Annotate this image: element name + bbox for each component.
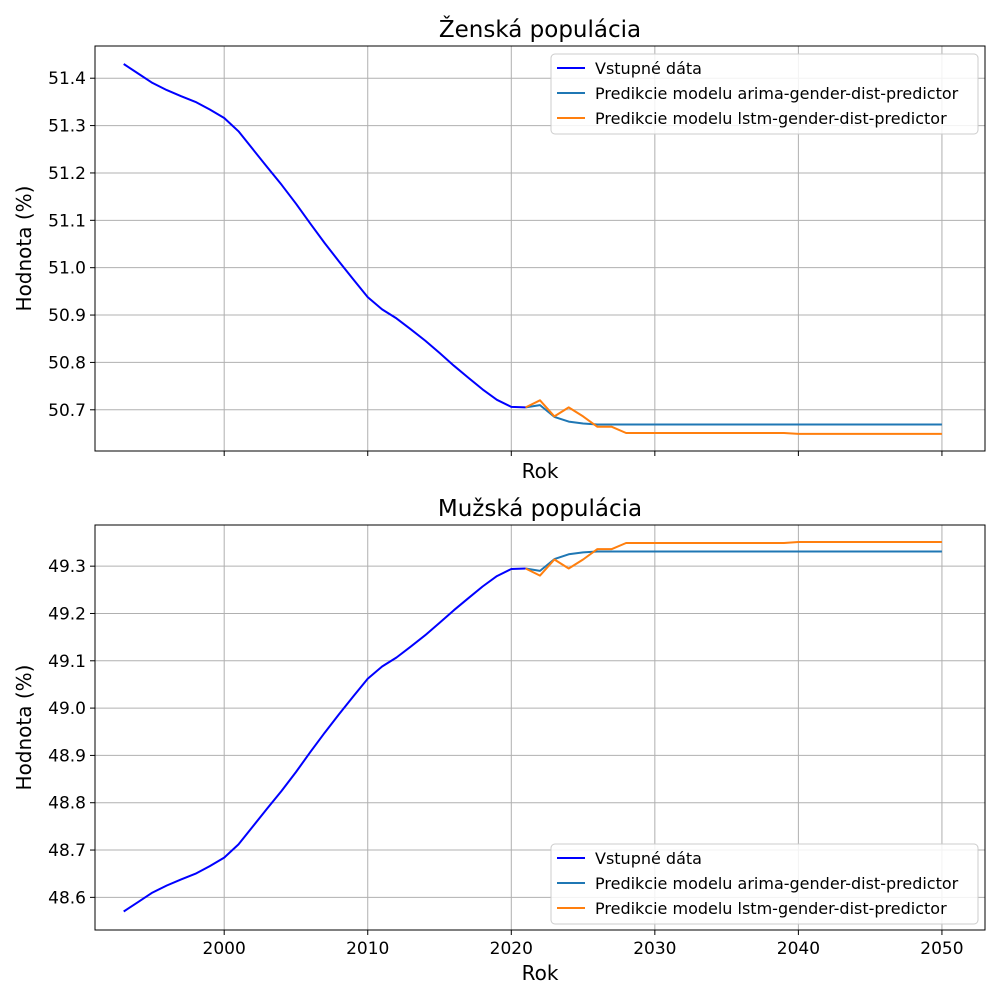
plot-frame (94, 45, 986, 452)
x-tick-label: 2020 (490, 939, 533, 959)
series-line-lstm (525, 399, 942, 435)
series-line-arima (525, 404, 942, 426)
y-tick-label: 51.3 (48, 117, 86, 137)
x-tick-label: 2000 (203, 939, 246, 959)
legend-label: Vstupné dáta (595, 849, 702, 868)
legend-box (550, 843, 979, 925)
y-tick-label: 50.8 (48, 353, 86, 373)
chart-title: Mužská populácia (438, 496, 642, 522)
y-tick-label: 50.7 (48, 401, 86, 421)
x-tick-label: 2010 (346, 939, 389, 959)
y-tick-label: 48.8 (48, 794, 86, 814)
legend-label: Vstupné dáta (595, 59, 702, 78)
legend-label: Predikcie modelu lstm-gender-dist-predic… (595, 109, 947, 128)
plot-frame (94, 524, 986, 931)
y-tick-label: 48.6 (48, 888, 86, 908)
x-axis-label: Rok (522, 961, 559, 985)
x-tick-label: 2050 (920, 939, 963, 959)
y-axis-label: Hodnota (%) (12, 665, 36, 791)
y-tick-label: 51.1 (48, 211, 86, 231)
series-line-lstm (525, 541, 942, 577)
series-line-input (123, 63, 526, 409)
legend-label: Predikcie modelu arima-gender-dist-predi… (595, 84, 959, 103)
series-line-input (123, 567, 526, 913)
series-line-arima (525, 550, 942, 572)
x-axis-label: Rok (522, 459, 559, 483)
y-tick-label: 51.2 (48, 164, 86, 184)
y-tick-label: 51.4 (48, 69, 86, 89)
y-tick-label: 49.2 (48, 604, 86, 624)
chart-title: Ženská populácia (439, 15, 641, 43)
y-tick-label: 48.9 (48, 746, 86, 766)
y-tick-label: 48.7 (48, 841, 86, 861)
legend-label: Predikcie modelu arima-gender-dist-predi… (595, 874, 959, 893)
y-tick-label: 49.0 (48, 699, 86, 719)
x-tick-label: 2030 (633, 939, 676, 959)
legend-box (550, 53, 979, 135)
legend-label: Predikcie modelu lstm-gender-dist-predic… (595, 899, 947, 918)
y-axis-label: Hodnota (%) (12, 186, 36, 312)
y-tick-label: 50.9 (48, 306, 86, 326)
y-tick-label: 49.3 (48, 557, 86, 577)
x-tick-label: 2040 (777, 939, 820, 959)
y-tick-label: 51.0 (48, 259, 86, 279)
y-tick-label: 49.1 (48, 652, 86, 672)
